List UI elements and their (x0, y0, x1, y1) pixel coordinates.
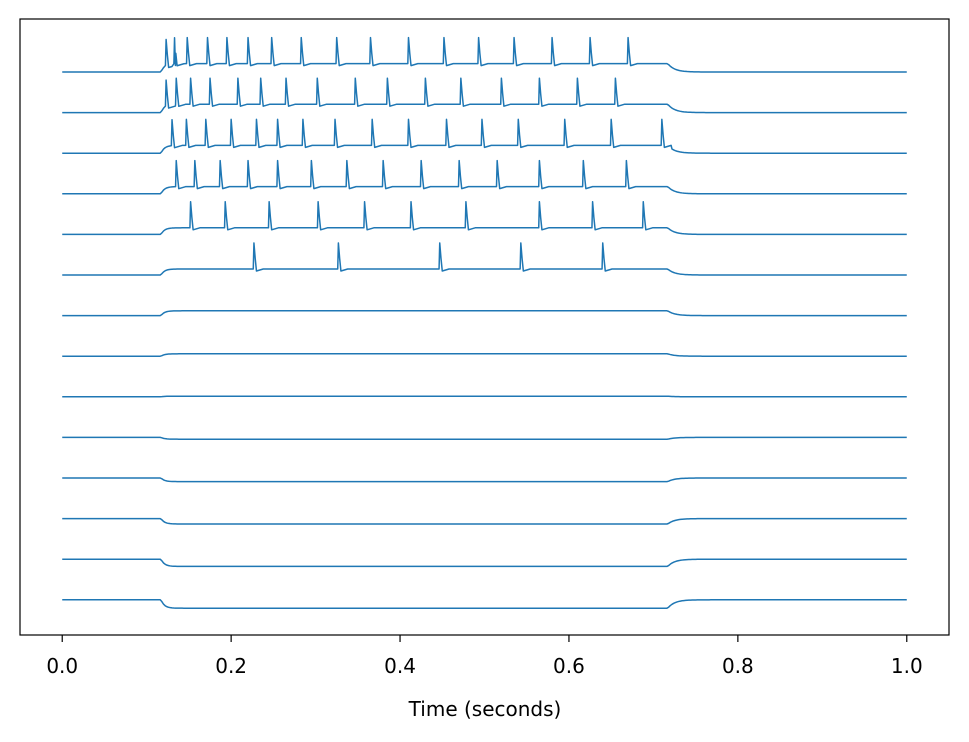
x-axis-label: Time (seconds) (408, 697, 562, 721)
voltage-trace-8 (62, 353, 907, 357)
voltage-trace-11 (62, 477, 907, 483)
x-tick-label: 0.0 (46, 654, 78, 678)
voltage-trace-10 (62, 436, 907, 440)
voltage-trace-7 (62, 310, 907, 317)
voltage-trace-14 (62, 599, 907, 609)
x-tick-label: 0.2 (215, 654, 247, 678)
traces (62, 36, 907, 609)
plot-frame (19, 18, 950, 636)
voltage-trace-12 (62, 517, 907, 525)
x-tick-label: 0.6 (553, 654, 585, 678)
x-tick-label: 0.8 (722, 654, 754, 678)
voltage-trace-13 (62, 558, 907, 568)
voltage-trace-5 (62, 201, 907, 236)
x-tick-label: 0.4 (384, 654, 416, 678)
voltage-trace-4 (62, 159, 907, 195)
voltage-trace-9 (62, 395, 907, 398)
voltage-trace-3 (62, 118, 907, 154)
voltage-trace-2 (62, 77, 907, 114)
x-axis-ticks: 0.0 0.2 0.4 0.6 0.8 1.0 (46, 635, 923, 678)
voltage-trace-1 (62, 36, 907, 73)
voltage-trace-6 (62, 242, 907, 276)
x-tick-label: 1.0 (891, 654, 923, 678)
